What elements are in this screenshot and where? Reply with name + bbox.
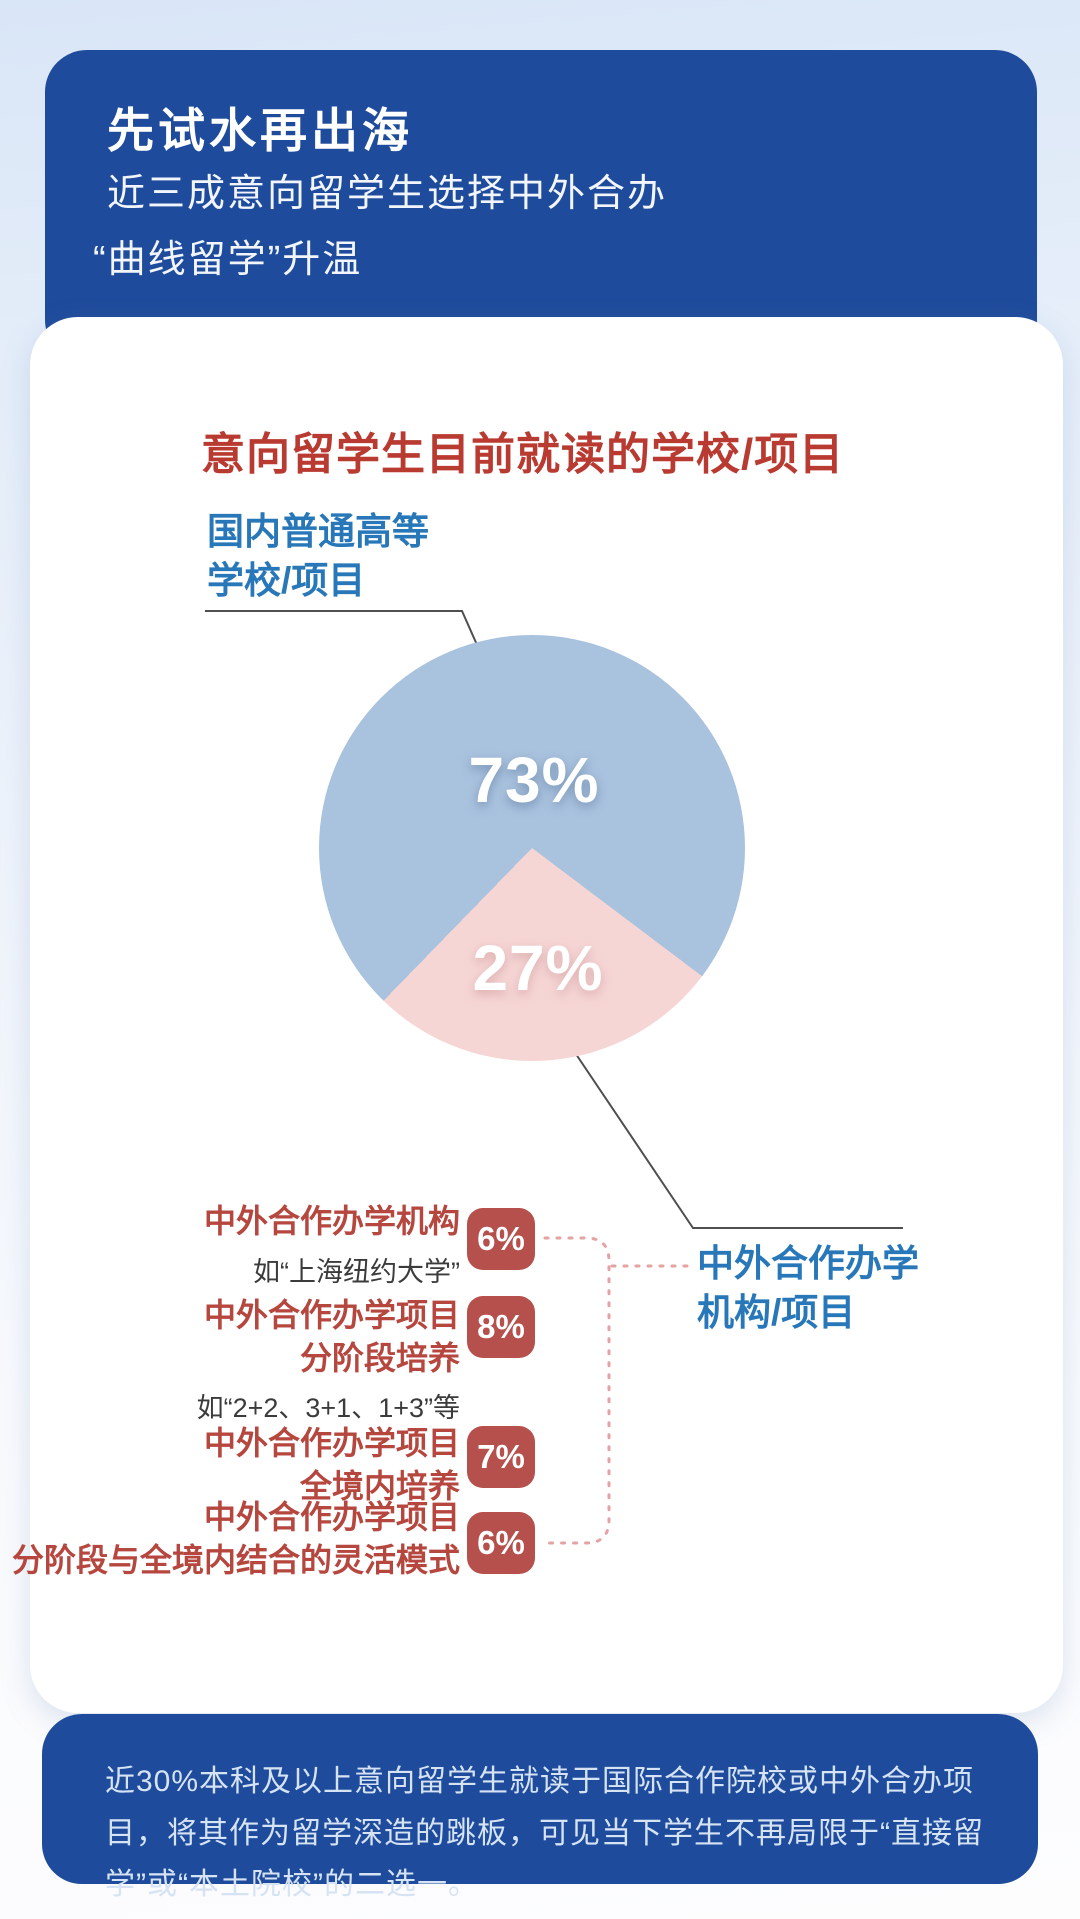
breakdown-row-1-title: 中外合作办学机构 [203, 1203, 460, 1239]
breakdown-row-3: 中外合作办学项目 全境内培养 [204, 1422, 460, 1507]
pie-label-joint-line1: 中外合作办学 [697, 1243, 919, 1284]
breakdown-row-1-badge: 6% [467, 1208, 535, 1270]
breakdown-row-1: 中外合作办学机构 如“上海纽约大学” [204, 1200, 460, 1289]
breakdown-row-2-badge: 8% [467, 1296, 535, 1358]
chart-title: 意向留学生目前就读的学校/项目 [201, 430, 845, 479]
breakdown-row-2-title-line1: 中外合作办学项目 [203, 1297, 460, 1333]
breakdown-row-2: 中外合作办学项目 分阶段培养 如“2+2、3+1、1+3”等 [197, 1294, 460, 1425]
breakdown-row-3-title-line2: 全境内培养 [299, 1467, 460, 1504]
pie-label-domestic-line2: 学校/项目 [207, 559, 366, 601]
header-subtitle-line2: “曲线留学”升温 [93, 239, 363, 281]
breakdown-row-3-badge: 7% [467, 1426, 535, 1488]
pie-value-domestic: 73% [468, 744, 600, 816]
breakdown-row-3-title-line1: 中外合作办学项目 [203, 1425, 460, 1461]
header-subtitle-line1: 近三成意向留学生选择中外合办 [107, 173, 668, 215]
header-card [45, 50, 1037, 362]
pie-chart [319, 635, 745, 1061]
pie-label-domestic-line1: 国内普通高等 [207, 511, 429, 552]
breakdown-row-4-title-line1: 中外合作办学项目 [203, 1499, 460, 1535]
breakdown-row-4-badge: 6% [467, 1512, 535, 1574]
breakdown-row-4: 中外合作办学项目 分阶段与全境内结合的灵活模式 [12, 1496, 460, 1581]
pie-value-joint: 27% [472, 932, 604, 1004]
footer-summary-text: 近30%本科及以上意向留学生就读于国际合作院校或中外合办项目，将其作为留学深造的… [105, 1765, 984, 1902]
pie-label-joint: 中外合作办学 机构/项目 [697, 1240, 919, 1338]
breakdown-row-4-title-line2: 分阶段与全境内结合的灵活模式 [11, 1541, 460, 1578]
footer-card [42, 1714, 1038, 1884]
pie-label-joint-line2: 机构/项目 [697, 1291, 856, 1333]
breakdown-row-2-title-line2: 分阶段培养 [299, 1339, 460, 1376]
pie-label-domestic: 国内普通高等 学校/项目 [207, 508, 429, 606]
header-title: 先试水再出海 [107, 104, 413, 157]
breakdown-row-2-subtitle: 如“2+2、3+1、1+3”等 [196, 1393, 460, 1424]
breakdown-row-1-subtitle: 如“上海纽约大学” [253, 1256, 460, 1287]
